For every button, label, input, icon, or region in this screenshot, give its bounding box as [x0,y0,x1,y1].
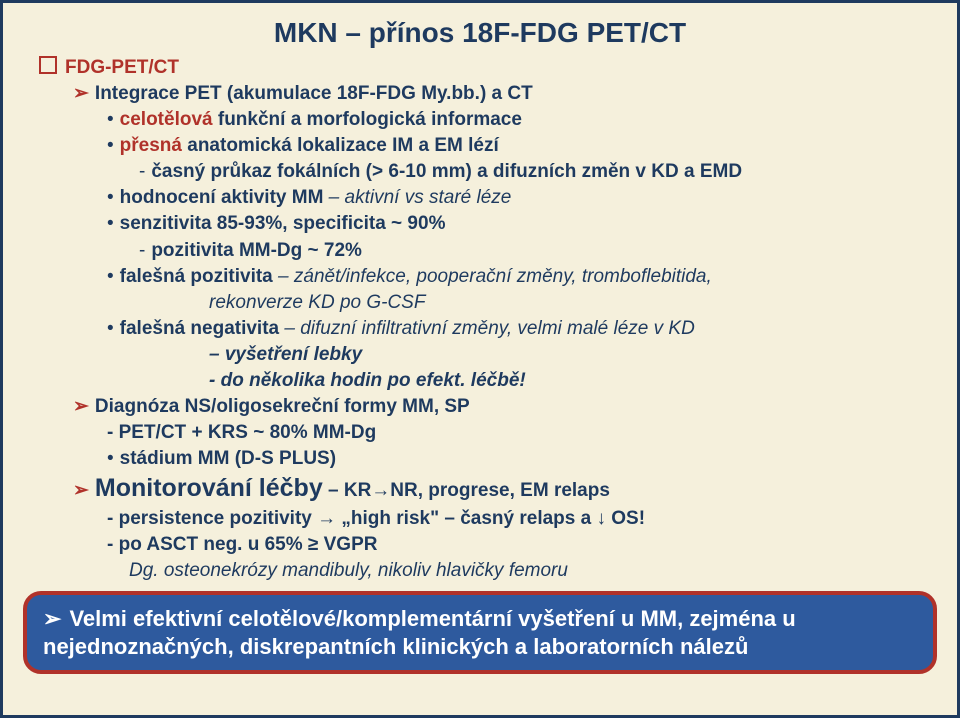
line-fdg: FDG-PET/CT [39,55,921,80]
dash-icon: - [139,161,145,182]
line-hod: • hodnocení aktivity MM – aktivní vs star… [107,185,921,210]
line-poz: -pozitivita MM-Dg ~ 72% [139,238,921,263]
text: pozitivita MM-Dg ~ 72% [151,240,362,261]
line-asct: - po ASCT neg. u 65% ≥ VGPR [107,532,921,557]
text: anatomická lokalizace IM a EM lézí [182,135,499,156]
line-stad: • stádium MM (D-S PLUS) [107,446,921,471]
text: Integrace PET (akumulace 18F-FDG My.bb.)… [95,83,533,104]
line-pers: - persistence pozitivity → „high risk" –… [107,506,921,531]
line-dg: Dg. osteonekrózy mandibuly, nikoliv hlav… [129,558,921,583]
highlight-box: ➢Velmi efektivní celotělové/komplementár… [23,591,937,674]
box-text: Velmi efektivní celotělové/komplementárn… [43,606,796,659]
dash-icon: - [139,240,145,261]
line-vys: – vyšetření lebky [209,342,921,367]
line-integrace: ➢ Integrace PET (akumulace 18F-FDG My.bb.… [73,81,921,106]
line-do: - do několika hodin po efekt. léčbě! [209,368,921,393]
dot-icon: • [107,318,114,339]
text: falešná pozitivita [120,266,273,287]
line-senz: • senzitivita 85-93%, specificita ~ 90% [107,211,921,236]
text: Monitorování léčby [95,474,323,502]
text: funkční a morfologická informace [213,109,522,130]
line-mon: ➢ Monitorování léčby – KR→NR, progrese, E… [73,472,921,505]
line-diag: ➢ Diagnóza NS/oligosekreční formy MM, SP [73,394,921,419]
text: stádium MM (D-S PLUS) [120,448,336,469]
text: přesná [120,135,182,156]
text: Diagnóza NS/oligosekreční formy MM, SP [95,396,470,417]
text: – difuzní infiltrativní změny, velmi mal… [279,318,695,339]
line-cas: -časný průkaz fokálních (> 6-10 mm) a di… [139,159,921,184]
arrow-icon: ➢ [73,396,89,417]
line-fn: • falešná negativita – difuzní infiltrati… [107,316,921,341]
square-bullet-icon [39,56,57,74]
arrow-icon: ➢ [43,606,61,631]
dot-icon: • [107,213,114,234]
line-fp: • falešná pozitivita – zánět/infekce, poo… [107,264,921,289]
text: senzitivita 85-93%, specificita ~ 90% [120,213,446,234]
arrow-icon: ➢ [73,83,89,104]
line-pres: • přesná anatomická lokalizace IM a EM lé… [107,133,921,158]
line-pet: - PET/CT + KRS ~ 80% MM-Dg [107,420,921,445]
line-celo: • celotělová funkční a morfologická infor… [107,107,921,132]
dot-icon: • [107,266,114,287]
text: falešná negativita [120,318,279,339]
text: – zánět/infekce, pooperační změny, tromb… [273,266,712,287]
slide-body: FDG-PET/CT ➢ Integrace PET (akumulace 18F… [3,55,957,583]
dot-icon: • [107,187,114,208]
text: – KR→NR, progrese, EM relaps [323,480,610,501]
arrow-icon: ➢ [73,480,89,501]
text: – aktivní vs staré léze [323,187,511,208]
slide: MKN – přínos 18F-FDG PET/CT FDG-PET/CT ➢… [0,0,960,718]
dot-icon: • [107,135,114,156]
text: celotělová [120,109,213,130]
slide-title: MKN – přínos 18F-FDG PET/CT [3,3,957,55]
dot-icon: • [107,448,114,469]
text: hodnocení aktivity MM [120,187,324,208]
text: časný průkaz fokálních (> 6-10 mm) a dif… [151,161,742,182]
line-rek: rekonverze KD po G-CSF [209,290,921,315]
dot-icon: • [107,109,114,130]
text: FDG-PET/CT [65,57,179,78]
